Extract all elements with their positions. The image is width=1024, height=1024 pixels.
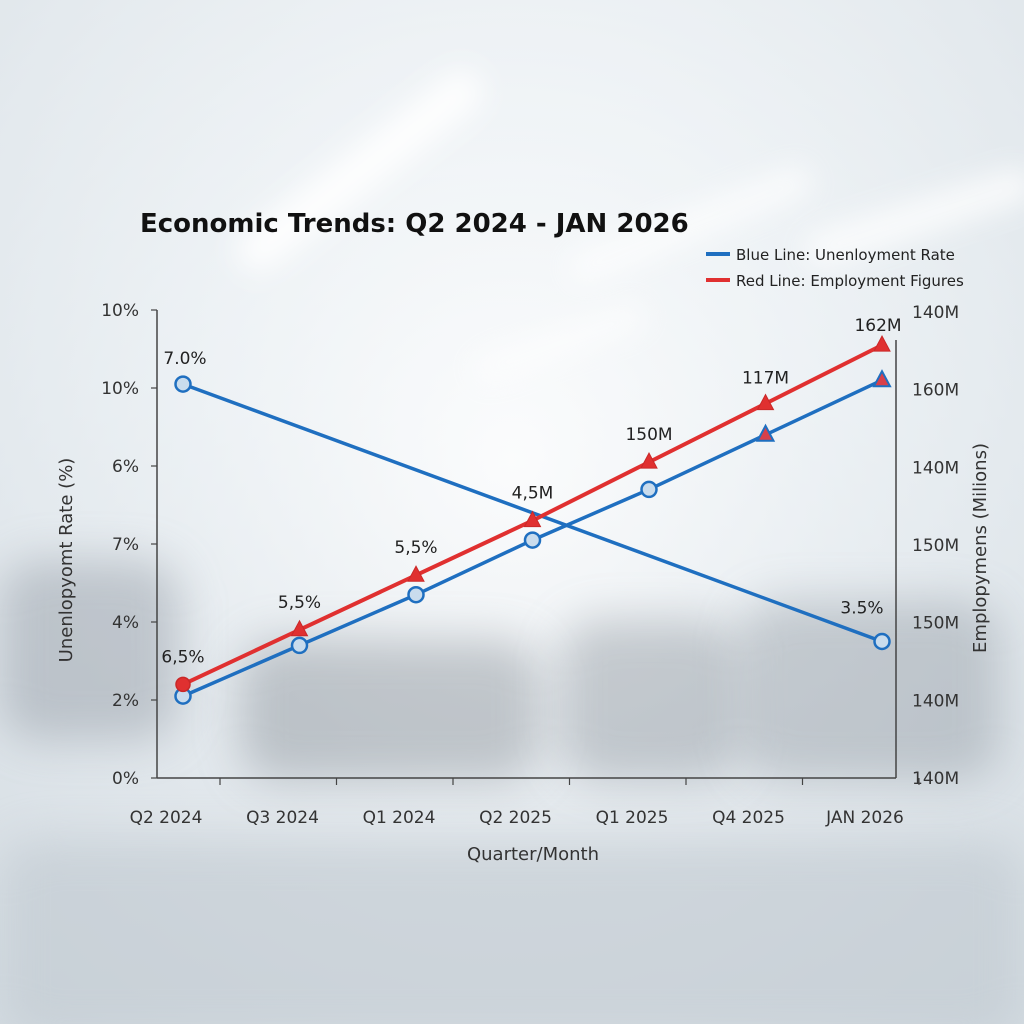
x-axis-ticks: Q2 2024 Q3 2024 Q1 2024 Q2 2025 Q1 2025 Q4 20… bbox=[130, 778, 920, 828]
desk-shape bbox=[0, 560, 180, 740]
desk-shape bbox=[240, 640, 540, 780]
desk-shape bbox=[560, 620, 740, 780]
x-tick-label: Q1 2025 bbox=[596, 808, 669, 828]
data-point-employment bbox=[290, 619, 309, 637]
y2-tick-label: 140M bbox=[912, 303, 959, 323]
data-point-employment bbox=[873, 335, 891, 352]
y-tick-label: 7% bbox=[112, 535, 139, 555]
data-label-layer: 7.0% 3.5% 6,5% 5,5% 5,5% 4,5M 150M 117M 162M bbox=[161, 316, 901, 667]
y-tick-label: 10% bbox=[101, 301, 139, 321]
y2-axis-title: Emplopymens (Milions) bbox=[970, 443, 991, 653]
y2-tick-label: 140M bbox=[912, 769, 959, 789]
floor-shape bbox=[0, 840, 1024, 1024]
data-label: 5,5% bbox=[278, 593, 321, 613]
data-label: 5,5% bbox=[394, 538, 437, 558]
y2-axis-ticks: 140M 140M 150M 150M 140M 160M 140M bbox=[912, 303, 959, 789]
y-tick-label: 6% bbox=[112, 457, 139, 477]
series-layer bbox=[174, 335, 892, 705]
data-point-unemployment bbox=[640, 480, 658, 499]
y-axis-title: Unenlopyomt Rate (%) bbox=[56, 458, 77, 663]
y-tick-label: 4% bbox=[112, 613, 139, 633]
x-tick-label: JAN 2026 bbox=[825, 808, 904, 828]
y2-tick-label: 140M bbox=[912, 691, 959, 711]
legend: Blue Line: Unenloyment Rate Red Line: Em… bbox=[706, 246, 964, 290]
data-point-employment bbox=[640, 452, 658, 469]
x-tick-label: Q2 2024 bbox=[130, 808, 203, 828]
y-tick-label: 10% bbox=[101, 379, 139, 399]
x-tick-label: Q1 2024 bbox=[363, 808, 436, 828]
legend-label-blue: Blue Line: Unenloyment Rate bbox=[736, 246, 955, 264]
data-label: 4,5M bbox=[512, 484, 554, 504]
data-label: 162M bbox=[854, 316, 901, 336]
data-point-unemployment bbox=[290, 636, 309, 655]
data-point-employment bbox=[407, 565, 425, 582]
y2-tick-label: 150M bbox=[912, 536, 959, 556]
data-point-unemployment bbox=[523, 531, 542, 549]
data-point-employment bbox=[175, 676, 191, 693]
x-axis-title: Quarter/Month bbox=[467, 844, 599, 865]
data-label: 150M bbox=[625, 425, 672, 445]
data-label: 3.5% bbox=[840, 599, 883, 619]
data-point-employment bbox=[756, 393, 775, 411]
data-label: 6,5% bbox=[161, 647, 204, 667]
data-point-unemployment bbox=[174, 375, 192, 393]
data-label: 117M bbox=[742, 369, 789, 389]
y-tick-label: 0% bbox=[112, 769, 139, 789]
y2-tick-label: 160M bbox=[912, 381, 959, 401]
data-point-unemployment bbox=[872, 369, 892, 388]
chart-title: Economic Trends: Q2 2024 - JAN 2026 bbox=[140, 209, 689, 239]
data-point-unemployment bbox=[873, 632, 891, 651]
x-tick-label: Q4 2025 bbox=[712, 808, 785, 828]
x-tick-label: Q3 2024 bbox=[246, 808, 319, 828]
data-point-employment bbox=[523, 510, 542, 528]
data-point-unemployment bbox=[755, 423, 776, 442]
y2-tick-label: 140M bbox=[912, 458, 959, 478]
legend-label-red: Red Line: Employment Figures bbox=[736, 272, 964, 290]
data-label: 7.0% bbox=[163, 349, 206, 369]
x-tick-label: Q2 2025 bbox=[479, 808, 552, 828]
data-point-unemployment bbox=[407, 585, 425, 604]
y-axis-ticks: 0% 2% 4% 7% 6% 10% 10% bbox=[101, 301, 157, 789]
desk-shape bbox=[740, 600, 1000, 780]
y2-tick-label: 150M bbox=[912, 614, 959, 634]
y-tick-label: 2% bbox=[112, 691, 139, 711]
